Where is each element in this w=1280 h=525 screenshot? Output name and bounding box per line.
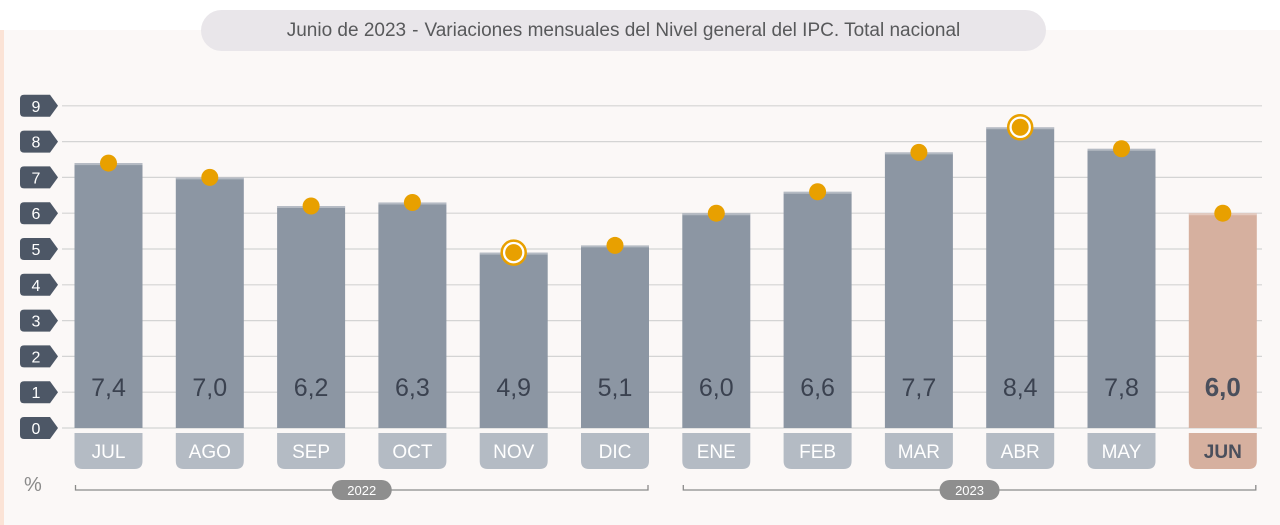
value-dot: [403, 193, 421, 211]
y-tick-label: 3: [32, 314, 41, 331]
month-label-badge: [378, 433, 447, 469]
unit-label: %: [24, 474, 42, 496]
month-label: OCT: [392, 442, 433, 463]
y-tick-badge: [20, 130, 58, 153]
month-label: MAR: [898, 442, 940, 463]
gridlines: [62, 105, 1262, 429]
value-dot: [809, 183, 827, 201]
bar-may: [1087, 148, 1156, 428]
month-label: ENE: [697, 442, 736, 463]
month-label-badge: [479, 433, 548, 469]
year-badge: [331, 480, 392, 500]
y-tick-badge: [20, 202, 58, 225]
value-dot: [505, 244, 523, 262]
bar-feb: [783, 191, 852, 428]
bar-ago: [175, 177, 244, 428]
bar-value-label: 7,7: [902, 374, 937, 402]
value-dot: [100, 154, 117, 172]
y-tick-badge: [20, 381, 58, 404]
value-dot: [1113, 140, 1130, 158]
month-label-badge: [682, 433, 751, 469]
year-groups: 2022 2023: [74, 480, 1257, 500]
y-tick-badge: [20, 166, 58, 189]
bar-abr: [986, 127, 1055, 428]
month-label: MAY: [1102, 442, 1142, 463]
y-tick-label: 1: [32, 385, 41, 402]
bar-value-label: 6,0: [1205, 372, 1241, 402]
value-dot: [707, 204, 725, 222]
bar-nov: [479, 252, 548, 428]
y-tick-badge: [20, 238, 58, 260]
y-tick-badge: [20, 94, 58, 117]
bar-jul: [74, 163, 143, 428]
month-label-badge: [581, 433, 649, 469]
bar-value-label: 7,4: [91, 374, 126, 402]
month-label: AGO: [189, 442, 231, 463]
year-label: 2022: [347, 483, 376, 498]
bar-value-label: 6,2: [294, 374, 329, 402]
month-label-badge: [1087, 433, 1156, 469]
y-tick-label: 6: [32, 206, 41, 223]
panel-accent-edge: [0, 30, 4, 525]
month-label-badge: [1188, 433, 1257, 469]
value-dots: [100, 114, 1232, 266]
y-tick-label: 2: [32, 349, 41, 366]
y-axis: 0 1 2 3 4 5 6 7 8 9: [20, 94, 58, 439]
year-badge: [939, 480, 1000, 500]
title-period: Junio de 2023: [286, 19, 407, 41]
value-dot: [910, 143, 928, 161]
y-tick-badge: [20, 345, 58, 368]
month-label-badge: [783, 433, 852, 469]
month-label-badge: [986, 433, 1055, 469]
bar-sep: [277, 206, 346, 428]
month-label-badge: [884, 433, 953, 469]
y-tick-label: 8: [32, 135, 41, 152]
bar-value-label: 4,9: [496, 374, 531, 402]
month-label-badge: [175, 433, 244, 469]
month-label: FEB: [799, 442, 836, 463]
value-dot: [1214, 204, 1232, 222]
value-dot: [302, 197, 320, 215]
month-label: JUN: [1204, 442, 1242, 463]
month-label: NOV: [493, 442, 535, 463]
bar-value-label: 6,3: [395, 374, 430, 402]
title-text: Variaciones mensuales del Nivel general …: [424, 19, 961, 41]
y-tick-badge: [20, 417, 58, 439]
y-tick-badge: [20, 273, 58, 296]
bar-value-label: 5,1: [598, 374, 633, 402]
year-label: 2023: [955, 483, 984, 498]
y-tick-label: 9: [32, 99, 41, 116]
chart-title: Junio de 2023 - Variaciones mensuales de…: [201, 10, 1046, 51]
y-tick-label: 0: [32, 421, 41, 438]
bar-value-label: 6,6: [800, 374, 835, 402]
bar-ene: [682, 213, 751, 428]
month-label: JUL: [92, 442, 126, 463]
bar-value-label: 7,0: [192, 374, 227, 402]
bar-value-label: 7,8: [1104, 374, 1139, 402]
y-tick-label: 7: [32, 170, 41, 187]
month-label: SEP: [292, 442, 330, 463]
bar-value-label: 8,4: [1003, 374, 1038, 402]
value-dot: [606, 236, 624, 254]
bar-value-label: 6,0: [699, 374, 734, 402]
month-label: DIC: [599, 442, 632, 463]
title-separator: -: [412, 19, 419, 41]
bar-dic: [581, 245, 649, 428]
month-label-badge: [74, 433, 143, 469]
y-tick-label: 4: [32, 278, 41, 295]
bar-jun: [1188, 213, 1257, 428]
bars: 7,4 JUL 7,0 AGO 6,2 SEP 6,3 OCT 4,9 NOV 5,1 DIC 6,0 E…: [74, 127, 1257, 469]
bar-mar: [884, 152, 953, 428]
month-label: ABR: [1001, 442, 1040, 463]
value-dot: [1011, 118, 1029, 136]
bar-oct: [378, 202, 447, 428]
value-dot: [201, 168, 219, 186]
y-tick-badge: [20, 309, 58, 332]
month-label-badge: [277, 433, 346, 469]
y-tick-label: 5: [32, 242, 41, 259]
